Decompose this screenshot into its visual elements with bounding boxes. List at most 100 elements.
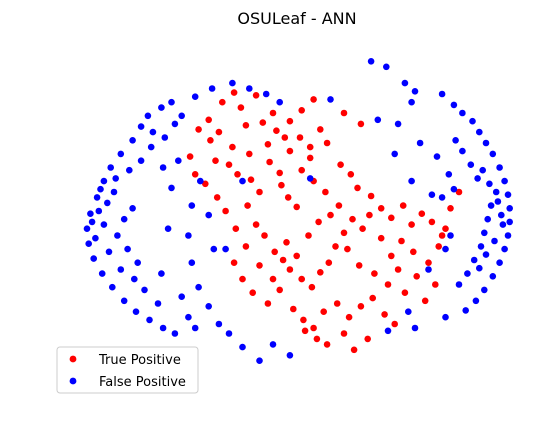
false-positive-point <box>476 264 483 272</box>
false-positive-point <box>477 243 485 250</box>
false-positive-point <box>401 79 409 87</box>
false-positive-point <box>469 117 476 125</box>
false-positive-point <box>92 234 99 242</box>
false-positive-point <box>197 177 204 185</box>
true-positive-point <box>428 218 436 226</box>
true-positive-point <box>340 229 348 237</box>
false-positive-point <box>129 137 136 144</box>
false-positive-point <box>100 221 108 228</box>
false-positive-point <box>239 343 246 351</box>
true-positive-point <box>391 320 399 328</box>
true-positive-point <box>306 143 314 151</box>
false-positive-point <box>131 275 138 283</box>
true-positive-point <box>398 237 405 245</box>
false-positive-point <box>464 270 471 277</box>
false-positive-point <box>481 229 488 237</box>
true-positive-point <box>266 158 273 166</box>
true-positive-point <box>276 286 284 294</box>
false-positive-point <box>476 128 483 136</box>
false-positive-point <box>171 120 179 128</box>
true-positive-point <box>205 116 212 124</box>
false-positive-point <box>90 255 97 262</box>
true-positive-point <box>298 275 306 283</box>
true-positive-point <box>425 259 432 267</box>
true-positive-point <box>296 134 304 141</box>
false-positive-point <box>467 161 475 168</box>
false-positive-point <box>501 177 508 185</box>
true-positive-point <box>293 203 301 211</box>
true-positive-point <box>269 275 277 283</box>
legend-marker-false-positive <box>69 377 77 385</box>
true-positive-point <box>229 143 236 151</box>
true-positive-point <box>286 117 294 125</box>
false-positive-point <box>87 210 94 217</box>
true-positive-point <box>337 161 344 168</box>
legend-label-false-positive: False Positive <box>99 375 186 390</box>
false-positive-point <box>462 307 470 314</box>
false-positive-point <box>391 150 399 158</box>
true-positive-point <box>322 188 329 196</box>
true-positive-point <box>399 202 407 209</box>
true-positive-point <box>239 275 246 283</box>
true-positive-point <box>306 154 314 162</box>
false-positive-point <box>109 283 116 291</box>
false-positive-point <box>239 177 246 185</box>
false-positive-point <box>188 259 196 267</box>
false-positive-point <box>394 120 402 128</box>
true-positive-point <box>394 266 402 273</box>
true-positive-point <box>252 221 260 228</box>
true-positive-point <box>350 346 358 354</box>
false-positive-point <box>405 308 412 316</box>
false-positive-point <box>205 303 212 310</box>
true-positive-point <box>315 218 322 226</box>
false-positive-point <box>286 352 294 359</box>
false-positive-point <box>384 327 392 335</box>
false-positive-point <box>499 221 507 228</box>
false-positive-point <box>246 85 253 92</box>
true-positive-point <box>234 171 241 178</box>
true-positive-point <box>264 300 272 307</box>
false-positive-point <box>149 128 157 136</box>
true-positive-point <box>371 270 378 277</box>
false-positive-point <box>487 202 495 209</box>
true-positive-point <box>320 308 328 316</box>
false-positive-point <box>459 109 466 117</box>
false-positive-point <box>428 191 436 198</box>
false-positive-point <box>205 211 212 219</box>
false-positive-point <box>408 98 415 106</box>
false-positive-point <box>504 191 512 198</box>
false-positive-point <box>105 248 113 256</box>
true-positive-point <box>207 137 214 144</box>
false-positive-point <box>383 63 390 71</box>
true-positive-point <box>256 262 263 269</box>
true-positive-point <box>237 104 245 111</box>
true-positive-point <box>313 335 321 343</box>
false-positive-point <box>120 297 128 305</box>
true-positive-point <box>252 92 260 99</box>
true-positive-point <box>298 107 306 114</box>
true-positive-point <box>447 205 454 212</box>
true-positive-point <box>438 232 446 239</box>
false-positive-point <box>269 341 277 348</box>
false-positive-point <box>474 175 481 182</box>
true-positive-point <box>401 289 409 297</box>
false-positive-point <box>185 232 192 239</box>
false-positive-point <box>225 330 233 337</box>
true-positive-point <box>381 311 388 318</box>
true-positive-point <box>246 150 253 158</box>
true-positive-point <box>340 330 348 337</box>
false-positive-point <box>262 90 270 98</box>
false-positive-point <box>168 184 175 192</box>
true-positive-point <box>261 232 268 239</box>
false-positive-point <box>114 232 121 239</box>
true-positive-point <box>413 273 421 280</box>
false-positive-point <box>501 245 508 253</box>
false-positive-point <box>104 199 111 207</box>
false-positive-point <box>442 245 449 253</box>
false-positive-point <box>107 164 114 171</box>
false-positive-point <box>416 139 424 147</box>
true-positive-point <box>410 248 417 256</box>
false-positive-point <box>496 164 503 171</box>
false-positive-point <box>110 188 118 196</box>
false-positive-point <box>137 157 145 164</box>
